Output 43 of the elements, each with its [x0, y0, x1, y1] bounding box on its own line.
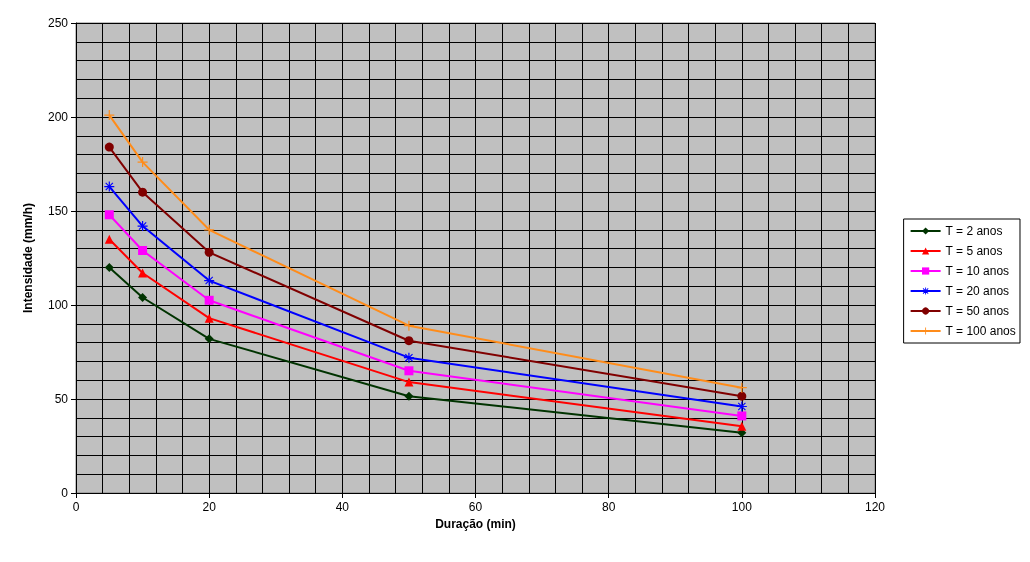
point	[403, 320, 414, 331]
y-tick-label: 100	[47, 298, 69, 312]
point	[104, 262, 114, 272]
y-tick-label: 250	[47, 16, 69, 30]
x-tick-label: 20	[202, 500, 217, 514]
point	[204, 295, 214, 305]
point	[104, 234, 114, 244]
point	[138, 187, 148, 197]
y-tick-label: 50	[54, 392, 69, 406]
point	[138, 292, 148, 302]
legend-label: T = 20 anos	[945, 284, 1010, 298]
point	[404, 391, 414, 401]
y-tick-label: 200	[47, 110, 69, 124]
point	[204, 313, 214, 323]
y-tick-label: 0	[61, 486, 69, 500]
x-tick-label: 60	[468, 500, 483, 514]
y-axis-title: Intensidade (mm/h)	[21, 202, 35, 314]
x-axis-title: Duração (min)	[435, 516, 516, 531]
y-tick-label: 150	[47, 204, 69, 218]
point	[137, 221, 148, 232]
point	[404, 336, 414, 346]
point	[104, 142, 114, 152]
x-tick-label: 120	[864, 500, 886, 514]
x-tick-label: 100	[731, 500, 753, 514]
point	[138, 268, 148, 278]
point	[138, 245, 148, 255]
legend-label: T = 50 anos	[945, 304, 1010, 318]
point	[403, 352, 414, 363]
point	[104, 210, 114, 220]
legend-label: T = 2 anos	[945, 224, 1003, 238]
legend-label: T = 10 anos	[945, 264, 1010, 278]
x-tick-label: 80	[601, 500, 616, 514]
point	[204, 334, 214, 344]
point	[737, 421, 747, 431]
point	[737, 391, 747, 401]
x-tick-label: 40	[335, 500, 350, 514]
point	[204, 247, 214, 257]
point	[404, 366, 414, 376]
legend-label: T = 100 anos	[945, 324, 1016, 338]
x-tick-label: 0	[72, 500, 80, 514]
point	[404, 377, 414, 387]
legend-label: T = 5 anos	[945, 244, 1003, 258]
point	[737, 411, 747, 421]
